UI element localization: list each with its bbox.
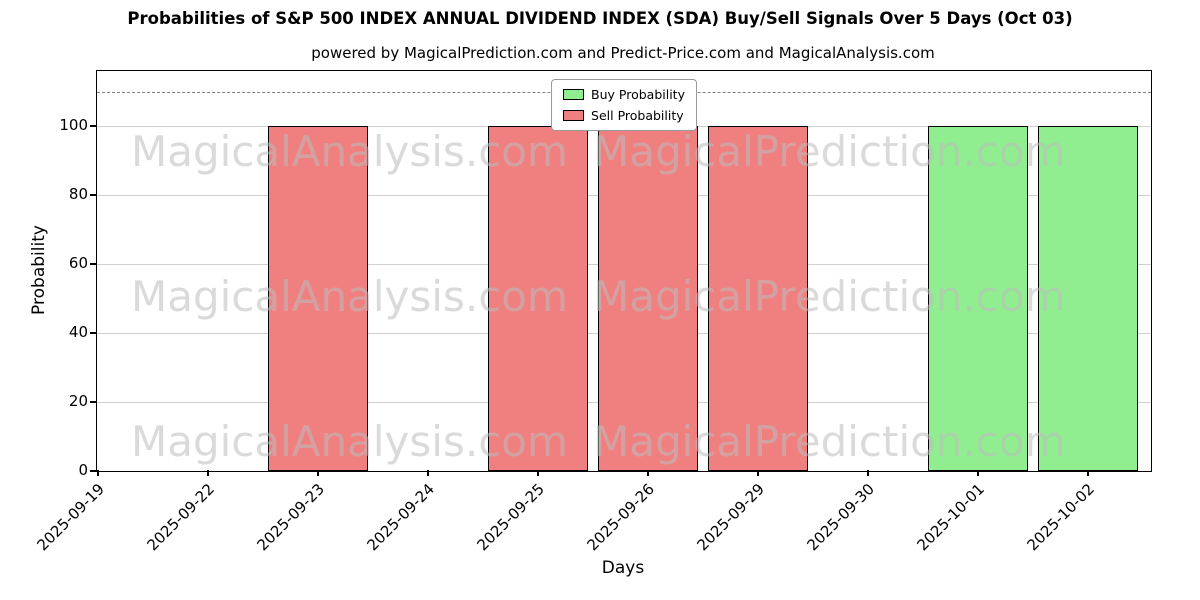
x-tick-label: 2025-09-23: [253, 480, 328, 555]
legend: Buy Probability Sell Probability: [551, 79, 697, 131]
x-tick-mark: [97, 470, 99, 476]
buy-probability-bar: [1038, 126, 1138, 471]
sell-probability-bar: [708, 126, 808, 471]
y-tick-mark: [90, 125, 96, 127]
legend-item-sell: Sell Probability: [563, 108, 685, 123]
chart-subtitle: powered by MagicalPrediction.com and Pre…: [311, 44, 935, 62]
legend-label-buy: Buy Probability: [591, 87, 685, 102]
x-tick-mark: [207, 470, 209, 476]
x-tick-label: 2025-09-24: [363, 480, 438, 555]
legend-item-buy: Buy Probability: [563, 87, 685, 102]
y-tick-mark: [90, 263, 96, 265]
y-tick-mark: [90, 332, 96, 334]
y-tick-mark: [90, 401, 96, 403]
x-tick-mark: [317, 470, 319, 476]
x-tick-mark: [977, 470, 979, 476]
y-tick-label: 100: [59, 116, 88, 135]
y-tick-label: 80: [68, 185, 88, 204]
y-tick-mark: [90, 470, 96, 472]
x-tick-mark: [757, 470, 759, 476]
watermark-text: MagicalPrediction.com: [593, 272, 1066, 321]
legend-swatch-buy-icon: [563, 89, 585, 100]
chart-title: Probabilities of S&P 500 INDEX ANNUAL DI…: [127, 9, 1073, 28]
y-tick-label: 40: [68, 323, 88, 342]
x-axis-label: Days: [601, 558, 645, 578]
y-tick-mark: [90, 194, 96, 196]
x-tick-label: 2025-09-19: [33, 480, 108, 555]
legend-swatch-sell-icon: [563, 110, 585, 121]
x-tick-label: 2025-09-29: [693, 480, 768, 555]
legend-label-sell: Sell Probability: [591, 108, 684, 123]
x-tick-mark: [647, 470, 649, 476]
watermark-text: MagicalAnalysis.com: [131, 127, 568, 176]
x-tick-mark: [427, 470, 429, 476]
x-tick-label: 2025-09-26: [583, 480, 658, 555]
watermark-text: MagicalAnalysis.com: [131, 417, 568, 466]
x-tick-mark: [1087, 470, 1089, 476]
sell-probability-bar: [488, 126, 588, 471]
y-tick-label: 60: [68, 254, 88, 273]
buy-probability-bar: [928, 126, 1028, 471]
x-tick-mark: [867, 470, 869, 476]
plot-area: Buy Probability Sell Probability Magical…: [96, 70, 1152, 472]
sell-probability-bar: [268, 126, 368, 471]
y-tick-label: 20: [68, 392, 88, 411]
x-tick-label: 2025-09-25: [473, 480, 548, 555]
watermark-text: MagicalAnalysis.com: [131, 272, 568, 321]
sell-probability-bar: [598, 126, 698, 471]
x-tick-mark: [537, 470, 539, 476]
watermark-text: MagicalPrediction.com: [593, 417, 1066, 466]
x-tick-label: 2025-10-01: [913, 480, 988, 555]
x-tick-label: 2025-10-02: [1023, 480, 1098, 555]
x-tick-label: 2025-09-22: [143, 480, 218, 555]
watermark-text: MagicalPrediction.com: [593, 127, 1066, 176]
x-tick-label: 2025-09-30: [803, 480, 878, 555]
y-tick-label: 0: [78, 461, 88, 479]
